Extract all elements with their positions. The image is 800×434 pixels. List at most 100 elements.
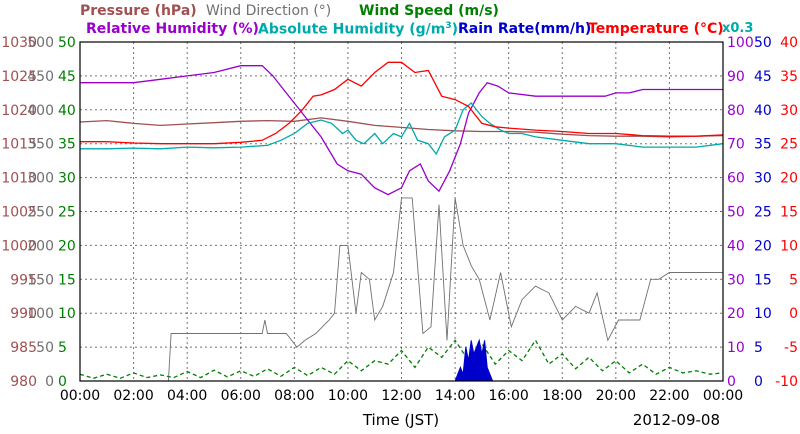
y-tick-pressure: 1000	[1, 238, 37, 254]
plot-frame	[79, 41, 724, 382]
y-tick-rel_humidity: 40	[727, 238, 745, 254]
axis-layer: 00:00 02:00 04:00 06:00 08:00 10:00 12:00 14:00…	[1, 35, 798, 404]
y-tick-rain_rate: 15	[754, 272, 772, 288]
y-tick-wind_dir: 100	[27, 306, 54, 322]
x-tick-label: 22:00	[649, 388, 689, 404]
date-label: 2012-09-08	[633, 411, 720, 429]
y-tick-pressure: 1010	[1, 171, 37, 187]
y-tick-wind_dir: 150	[27, 272, 54, 288]
temperature-legend: Temperature (°C)	[588, 21, 724, 37]
series-wind_speed	[79, 339, 724, 379]
y-tick-temperature: -10	[775, 374, 798, 390]
y-tick-pressure: 980	[10, 374, 37, 390]
y-tick-wind_dir: 500	[27, 35, 54, 51]
y-tick-rel_humidity: 90	[727, 69, 745, 85]
y-tick-wind_speed: 25	[58, 205, 76, 221]
y-tick-wind_speed: 0	[58, 374, 67, 390]
scale-note: x0.3	[722, 21, 754, 36]
x-tick-label: 02:00	[113, 388, 153, 404]
y-tick-wind_speed: 30	[58, 171, 76, 187]
y-tick-pressure: 985	[10, 340, 37, 356]
y-tick-temperature: 40	[780, 35, 798, 51]
y-tick-rel_humidity: 30	[727, 272, 745, 288]
x-tick-label: 16:00	[488, 388, 528, 404]
x-tick-label: 08:00	[274, 388, 314, 404]
relative-humidity-legend: Relative Humidity (%)	[86, 21, 259, 37]
y-tick-rel_humidity: 20	[727, 306, 745, 322]
x-tick-label: 18:00	[542, 388, 582, 404]
series-temperature	[80, 61, 724, 145]
x-tick-label: 12:00	[381, 388, 421, 404]
y-tick-rain_rate: 0	[754, 374, 763, 390]
y-tick-pressure: 1030	[1, 35, 37, 51]
y-tick-wind_speed: 20	[58, 238, 76, 254]
y-tick-pressure: 1025	[1, 69, 37, 85]
x-tick-label: 00:00	[60, 388, 100, 404]
y-tick-temperature: 35	[780, 69, 798, 85]
y-tick-wind_dir: 0	[45, 374, 54, 390]
y-tick-wind_dir: 350	[27, 137, 54, 153]
x-tick-label: 14:00	[435, 388, 475, 404]
x-tick-label: 04:00	[167, 388, 207, 404]
series-rel_humidity	[80, 65, 723, 196]
x-tick-label: 06:00	[221, 388, 261, 404]
y-tick-rain_rate: 10	[754, 306, 772, 322]
y-tick-temperature: 0	[789, 306, 798, 322]
y-tick-wind_speed: 40	[58, 103, 76, 119]
y-tick-rel_humidity: 10	[727, 340, 745, 356]
y-tick-rel_humidity: 60	[727, 171, 745, 187]
y-tick-rain_rate: 35	[754, 137, 772, 153]
y-tick-temperature: 30	[780, 103, 798, 119]
series-abs_humidity	[80, 102, 724, 156]
grid-layer	[80, 42, 723, 381]
rain-rate-legend: Rain Rate(mm/h)	[458, 21, 592, 37]
series-wind_dir	[80, 197, 723, 382]
y-tick-rain_rate: 50	[754, 35, 772, 51]
y-tick-wind_speed: 50	[58, 35, 76, 51]
pressure-legend: Pressure (hPa)	[80, 3, 197, 19]
y-tick-wind_speed: 45	[58, 69, 76, 85]
series-pressure	[79, 117, 724, 138]
absolute-humidity-superscript: 3	[445, 21, 452, 31]
series-layer	[79, 61, 724, 382]
y-tick-pressure: 1020	[1, 103, 37, 119]
x-tick-label: 10:00	[328, 388, 368, 404]
y-tick-rel_humidity: 50	[727, 205, 745, 221]
y-tick-wind_dir: 50	[36, 340, 54, 356]
y-tick-temperature: 5	[789, 272, 798, 288]
y-tick-temperature: 15	[780, 205, 798, 221]
y-tick-temperature: 10	[780, 238, 798, 254]
y-tick-rain_rate: 5	[754, 340, 763, 356]
absolute-humidity-close: )	[451, 21, 459, 38]
y-tick-rel_humidity: 100	[727, 35, 754, 51]
absolute-humidity-label: Absolute Humidity (g/m	[258, 21, 446, 38]
y-tick-rel_humidity: 80	[727, 103, 745, 119]
y-tick-wind_speed: 10	[58, 306, 76, 322]
y-tick-wind_speed: 35	[58, 137, 76, 153]
y-tick-rain_rate: 20	[754, 238, 772, 254]
y-tick-rain_rate: 25	[754, 205, 772, 221]
x-tick-label: 00:00	[703, 388, 743, 404]
y-tick-wind_dir: 250	[27, 205, 54, 221]
wind-speed-legend: Wind Speed (m/s)	[359, 3, 499, 19]
y-tick-pressure: 1005	[1, 205, 37, 221]
y-tick-temperature: 20	[780, 171, 798, 187]
y-tick-wind_dir: 400	[27, 103, 54, 119]
y-tick-pressure: 990	[10, 306, 37, 322]
y-tick-rain_rate: 30	[754, 171, 772, 187]
y-tick-pressure: 995	[10, 272, 37, 288]
absolute-humidity-legend: Absolute Humidity (g/m3)	[258, 21, 458, 38]
y-tick-rain_rate: 45	[754, 69, 772, 85]
y-tick-temperature: 25	[780, 137, 798, 153]
x-axis-label: Time (JST)	[362, 411, 439, 429]
y-tick-rel_humidity: 70	[727, 137, 745, 153]
y-tick-wind_speed: 15	[58, 272, 76, 288]
wind-direction-legend: Wind Direction (°)	[206, 3, 332, 19]
y-tick-temperature: -5	[784, 340, 798, 356]
y-tick-rel_humidity: 0	[727, 374, 736, 390]
y-tick-wind_speed: 5	[58, 340, 67, 356]
y-tick-rain_rate: 40	[754, 103, 772, 119]
y-tick-pressure: 1015	[1, 137, 37, 153]
x-tick-label: 20:00	[596, 388, 636, 404]
